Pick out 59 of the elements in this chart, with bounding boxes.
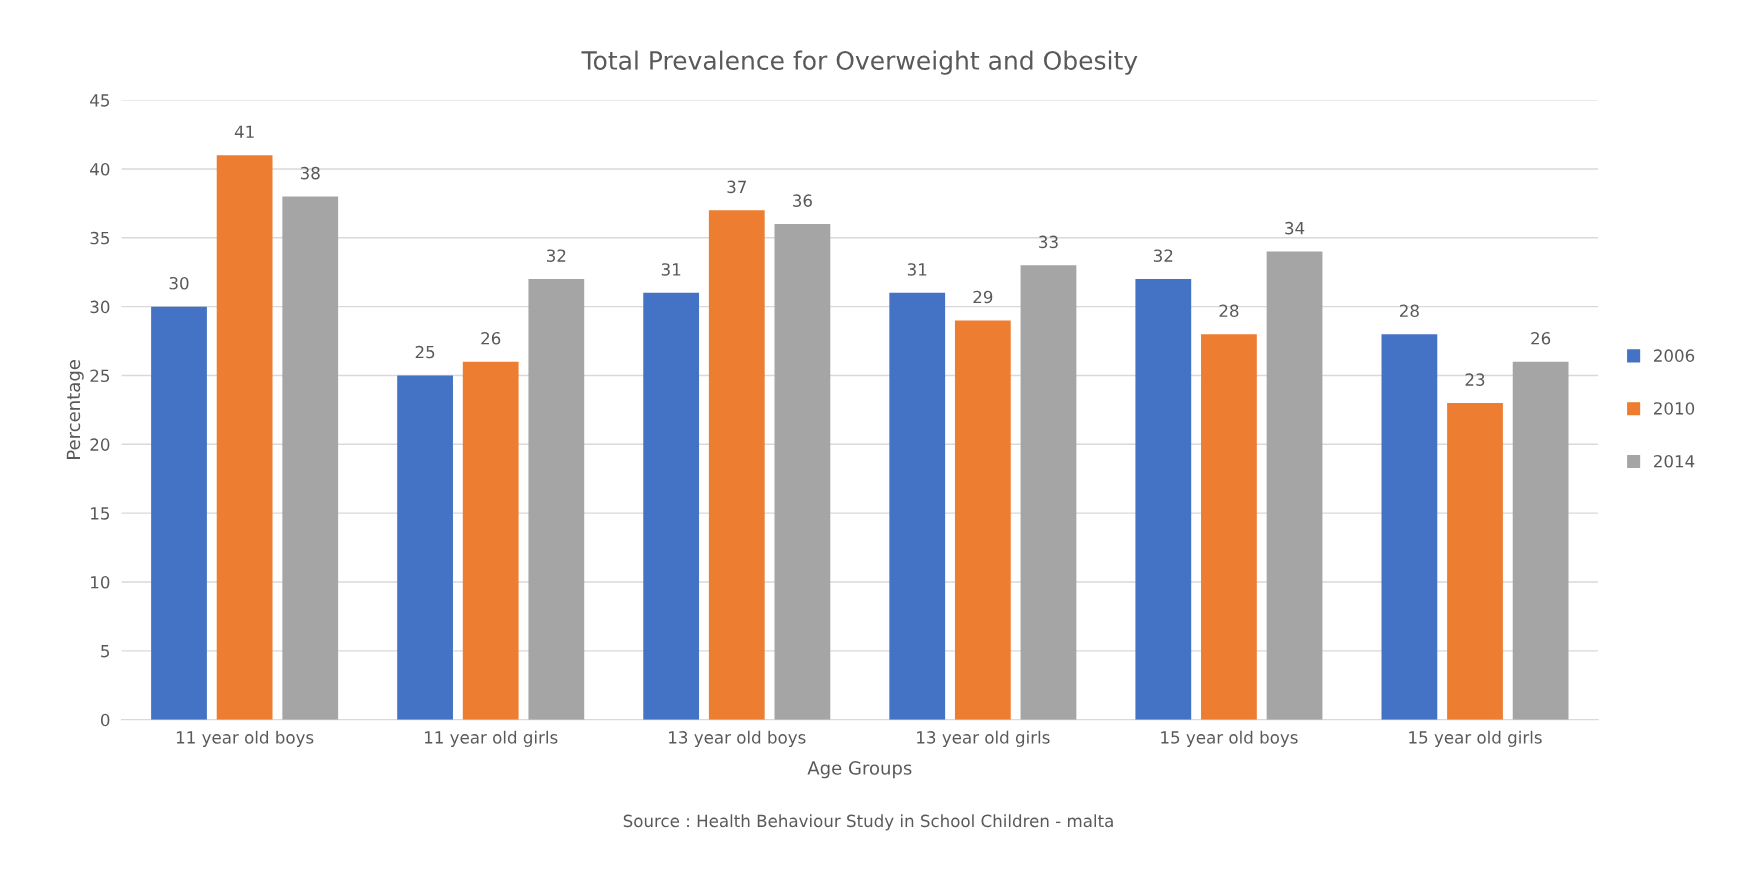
- x-tick-label: 13 year old boys: [669, 730, 806, 747]
- y-tick-label: 15: [91, 507, 110, 520]
- bar: [462, 361, 519, 720]
- data-label: 31: [907, 263, 927, 276]
- data-label: 32: [1153, 249, 1173, 262]
- legend-label: 2010: [1654, 402, 1695, 415]
- y-tick-label: 45: [90, 94, 110, 107]
- y-tick-label: 5: [101, 645, 110, 658]
- bar: [282, 196, 339, 720]
- bar: [643, 292, 700, 720]
- data-label: 23: [1465, 373, 1485, 386]
- bar: [1447, 403, 1503, 720]
- data-label: 33: [1039, 235, 1058, 249]
- data-label: 37: [727, 180, 746, 194]
- y-tick-label: 25: [90, 369, 110, 383]
- x-tick-label: 15 year old girls: [1409, 730, 1542, 747]
- x-tick-label: 13 year old girls: [917, 730, 1050, 747]
- bar: [397, 375, 453, 720]
- source-note: Source : Health Behaviour Study in School Children - malta: [623, 814, 1113, 831]
- y-tick-label: 10: [91, 575, 110, 589]
- bar: [954, 320, 1011, 720]
- bar: [528, 279, 585, 720]
- bar: [151, 306, 207, 720]
- data-label: 28: [1400, 304, 1419, 318]
- x-tick-label: 11 year old girls: [425, 730, 558, 747]
- data-label: 26: [481, 331, 501, 345]
- x-tick-label: 11 year old boys: [176, 730, 314, 747]
- bar: [774, 224, 831, 720]
- x-axis-title: Age Groups: [807, 761, 912, 779]
- data-label: 28: [1219, 304, 1239, 318]
- legend-label: 2006: [1654, 349, 1695, 362]
- bar: [1512, 361, 1569, 720]
- y-tick-label: 30: [90, 300, 110, 314]
- y-tick-label: 20: [90, 438, 110, 451]
- data-label: 26: [1531, 331, 1551, 345]
- data-label: 34: [1285, 221, 1305, 235]
- bar: [1266, 251, 1323, 720]
- y-tick-label: 40: [90, 162, 110, 176]
- bar: [1135, 279, 1192, 720]
- y-tick-label: 0: [100, 713, 110, 727]
- bar: [1020, 265, 1077, 720]
- data-label: 32: [546, 249, 566, 262]
- x-tick-label: 15 year old boys: [1161, 730, 1298, 747]
- y-tick-label: 35: [90, 231, 110, 245]
- bar: [216, 155, 273, 720]
- bar: [708, 210, 765, 720]
- data-label: 29: [973, 290, 993, 304]
- y-axis-title: Percentage: [66, 360, 84, 459]
- data-label: 31: [661, 263, 681, 276]
- data-label: 38: [300, 166, 320, 180]
- data-label: 41: [234, 125, 254, 138]
- data-label: 30: [169, 276, 189, 290]
- data-label: 25: [415, 345, 435, 359]
- bar: [889, 292, 946, 720]
- bar: [1201, 334, 1257, 720]
- bar: [1381, 334, 1438, 720]
- legend-label: 2014: [1654, 454, 1695, 468]
- chart-title: Total Prevalence for Overweight and Obesity: [581, 50, 1138, 75]
- data-label: 36: [793, 194, 812, 207]
